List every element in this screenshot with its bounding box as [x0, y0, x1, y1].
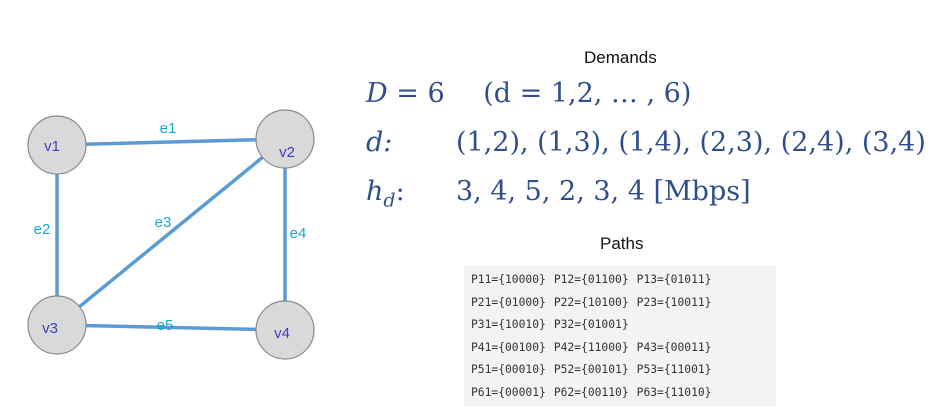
- network-graph: e1 e2 e3 e4 e5 v1 v2 v3 v4: [27, 109, 315, 360]
- path-row: P21={01000} P22={10100} P23={10011}: [464, 292, 776, 315]
- edge-label-e3: e3: [155, 214, 172, 231]
- edge-e1: [56, 137, 286, 147]
- demand-volume-colon: :: [395, 176, 405, 207]
- path-row: P41={00100} P42={11000} P43={00011}: [464, 337, 776, 360]
- edge-label-e1: e1: [160, 120, 177, 137]
- path-entry: P11={10000}: [471, 273, 546, 286]
- demand-pairs-list: (1,2), (1,3), (1,4), (2,3), (2,4), (3,4): [456, 127, 926, 158]
- paths-list: P11={10000} P12={01100} P13={01011} P21={01…: [464, 266, 776, 406]
- demand-count-line: D = 6 (d = 1,2, … , 6): [366, 78, 691, 109]
- edge-label-e2: e2: [34, 221, 51, 238]
- path-entry: P13={01011}: [636, 273, 712, 286]
- demands-heading: Demands: [584, 48, 657, 67]
- demand-volume-symbol: h: [366, 176, 384, 207]
- node-v3: [27, 295, 87, 355]
- node-v2: [255, 109, 315, 169]
- path-entry: P12={01100}: [553, 273, 629, 286]
- edge-label-e4: e4: [290, 225, 307, 242]
- path-entry: P52={00101}: [553, 363, 629, 377]
- path-entry: P63={11010}: [636, 385, 712, 399]
- path-entry: P53={11001}: [636, 363, 712, 377]
- path-entry: P21={01000}: [471, 295, 546, 309]
- path-row: P61={00001} P62={00110} P63={11010}: [464, 382, 776, 405]
- demand-count-symbol: D: [366, 78, 388, 109]
- node-label-v3: v3: [42, 320, 58, 337]
- path-entry: P51={00010}: [471, 363, 546, 377]
- path-entry: P61={00001}: [471, 385, 546, 399]
- demand-volume-subscript: d: [383, 189, 396, 212]
- paths-heading: Paths: [600, 234, 644, 253]
- path-row: P51={00010} P52={00101} P53={11001}: [464, 359, 776, 382]
- edge-label-e5: e5: [157, 317, 174, 334]
- path-entry: P42={11000}: [553, 340, 629, 354]
- demand-index-range: (d = 1,2, … , 6): [483, 78, 692, 109]
- path-entry: P62={00110}: [553, 385, 629, 399]
- path-entry: P32={01001}: [553, 318, 629, 332]
- demand-volume-list: 3, 4, 5, 2, 3, 4 [Mbps]: [456, 176, 751, 207]
- path-row: P31={10010} P32={01001}: [464, 314, 776, 337]
- path-entry: P22={10100}: [553, 295, 629, 309]
- edge-e5: [56, 323, 286, 332]
- node-v1: [27, 115, 87, 175]
- path-entry: P31={10010}: [471, 318, 546, 332]
- node-label-v4: v4: [274, 325, 290, 342]
- node-label-v2: v2: [279, 144, 295, 161]
- edge-e3: [55, 137, 287, 327]
- path-row: P11={10000} P12={01100} P13={01011}: [464, 269, 776, 292]
- demand-count-value: = 6: [387, 78, 445, 109]
- path-entry: P23={10011}: [636, 295, 712, 309]
- path-entry: P43={00011}: [636, 340, 712, 354]
- demand-volume-label: hd:: [366, 176, 405, 211]
- path-entry: P41={00100}: [471, 340, 546, 354]
- node-v4: [255, 300, 315, 360]
- node-label-v1: v1: [44, 138, 60, 155]
- demand-pairs-label: d:: [366, 127, 393, 158]
